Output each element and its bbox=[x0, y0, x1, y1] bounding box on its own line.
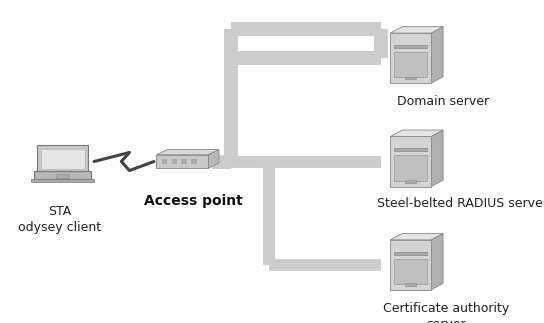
Polygon shape bbox=[431, 26, 443, 83]
Polygon shape bbox=[391, 240, 431, 290]
Polygon shape bbox=[391, 136, 431, 186]
Polygon shape bbox=[391, 233, 443, 240]
Polygon shape bbox=[394, 45, 427, 48]
Bar bbox=[191, 160, 197, 164]
Polygon shape bbox=[394, 149, 427, 151]
Polygon shape bbox=[157, 150, 219, 155]
Polygon shape bbox=[41, 149, 85, 169]
Polygon shape bbox=[391, 130, 443, 136]
Bar bbox=[405, 77, 416, 79]
Bar bbox=[172, 160, 177, 164]
Bar bbox=[405, 180, 416, 182]
Polygon shape bbox=[431, 233, 443, 290]
Polygon shape bbox=[394, 259, 427, 284]
Polygon shape bbox=[32, 179, 94, 182]
Text: Access point: Access point bbox=[144, 194, 243, 208]
Polygon shape bbox=[431, 130, 443, 186]
Bar bbox=[405, 283, 416, 286]
Bar bbox=[162, 160, 168, 164]
Polygon shape bbox=[391, 33, 431, 83]
Bar bbox=[182, 160, 187, 164]
Polygon shape bbox=[157, 155, 208, 168]
Polygon shape bbox=[34, 171, 91, 179]
Text: Steel-belted RADIUS server: Steel-belted RADIUS server bbox=[377, 197, 544, 210]
Bar bbox=[56, 174, 70, 178]
Polygon shape bbox=[394, 252, 427, 255]
Polygon shape bbox=[208, 150, 219, 168]
Polygon shape bbox=[394, 52, 427, 77]
Polygon shape bbox=[391, 26, 443, 33]
Text: STA
odysey client: STA odysey client bbox=[18, 205, 101, 234]
Text: Domain server: Domain server bbox=[397, 95, 490, 108]
Polygon shape bbox=[36, 145, 88, 171]
Polygon shape bbox=[394, 155, 427, 181]
Text: Certificate authority
server: Certificate authority server bbox=[383, 302, 509, 323]
